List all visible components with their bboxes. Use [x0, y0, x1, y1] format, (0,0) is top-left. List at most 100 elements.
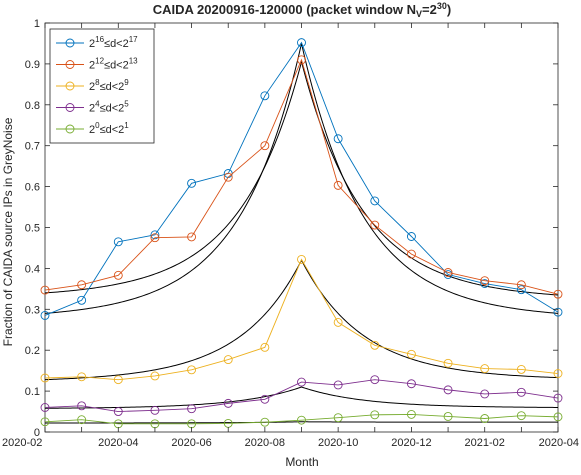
data-point: [187, 232, 197, 242]
legend-sup2: 17: [129, 35, 138, 44]
data-point: [333, 380, 343, 390]
legend-mid: ≤d<2: [100, 103, 125, 115]
fit-curve: [45, 421, 558, 424]
x-tick-label: 2020-12: [391, 437, 431, 449]
chart-title: CAIDA 20200916-120000 (packet window NV=…: [153, 1, 451, 19]
data-point: [406, 232, 416, 241]
legend-sup1: 12: [95, 57, 104, 66]
legend-label: 212≤d<213: [89, 57, 138, 72]
data-point: [187, 404, 197, 414]
legend-marker: [65, 38, 75, 48]
data-point: [480, 364, 490, 374]
data-point: [150, 230, 160, 240]
legend-marker: [65, 81, 75, 91]
x-axis-label: Month: [285, 455, 318, 469]
data-point: [516, 364, 526, 374]
data-series: [40, 38, 563, 429]
title-end: ): [447, 2, 451, 17]
legend-mid: ≤d<2: [100, 124, 125, 136]
data-point: [297, 377, 306, 387]
legend-sup2: 13: [129, 57, 138, 66]
y-tick-label: 1: [34, 18, 40, 30]
legend-base: 2: [89, 81, 95, 93]
series-4: [40, 409, 563, 429]
data-point: [150, 233, 160, 243]
fit-curve: [44, 386, 559, 409]
data-point: [370, 196, 380, 206]
data-point: [516, 411, 526, 421]
series-2: [40, 254, 563, 385]
data-point: [553, 289, 563, 299]
data-point: [223, 172, 233, 182]
y-tick-label: 0.5: [25, 223, 40, 235]
y-tick-label: 0.6: [25, 182, 40, 194]
legend-base: 2: [89, 124, 95, 136]
data-point: [480, 389, 490, 399]
legend-label: 216≤d<217: [89, 35, 138, 50]
title-mid: =2: [422, 2, 437, 17]
data-point: [333, 134, 343, 144]
legend-base: 2: [89, 38, 95, 50]
data-point: [40, 310, 50, 320]
series-1: [40, 55, 563, 299]
data-point: [187, 178, 197, 188]
data-point: [443, 358, 453, 368]
data-point: [113, 375, 123, 385]
data-point: [480, 279, 490, 288]
data-point: [516, 280, 526, 290]
legend-sup1: 16: [95, 35, 104, 44]
series-0: [40, 38, 563, 320]
data-point: [77, 415, 87, 425]
data-point: [260, 394, 270, 404]
legend-mid: ≤d<2: [104, 60, 129, 72]
x-tick-label: 2021-02: [465, 437, 505, 449]
data-point: [443, 385, 453, 395]
data-point: [480, 414, 490, 423]
data-point: [113, 237, 123, 247]
series-line: [44, 379, 559, 413]
title-main: CAIDA 20200916-120000 (packet window N: [153, 2, 416, 17]
data-point: [516, 387, 526, 397]
y-tick-label: 0.2: [25, 345, 40, 357]
fit-curve: [44, 59, 559, 296]
series-line: [44, 413, 559, 425]
data-point: [406, 409, 416, 419]
data-point: [370, 340, 380, 350]
legend-marker: [65, 103, 75, 112]
y-tick-label: 0: [34, 427, 40, 439]
legend-sup1: 8: [95, 78, 100, 87]
data-point: [260, 417, 270, 427]
series-line: [44, 58, 559, 295]
data-point: [333, 317, 343, 327]
data-point: [113, 270, 123, 280]
data-point: [443, 270, 453, 279]
data-point: [297, 254, 306, 264]
data-point: [370, 220, 380, 230]
x-tick-label: 2020-08: [245, 437, 285, 449]
data-point: [406, 249, 416, 259]
data-point: [297, 38, 306, 48]
data-point: [40, 285, 50, 295]
series-3: [40, 375, 563, 416]
x-tick-label: 2020-10: [318, 437, 358, 449]
y-tick-label: 0.9: [25, 59, 40, 71]
legend-label: 20≤d<21: [89, 121, 129, 136]
x-tick-label: 2020-04: [539, 437, 579, 449]
series-line: [44, 41, 559, 316]
legend-mid: ≤d<2: [104, 38, 129, 50]
legend-label: 28≤d<29: [89, 78, 129, 93]
data-point: [406, 379, 416, 389]
y-axis-label: Fraction of CAIDA source IPs in GreyNois…: [1, 117, 15, 346]
data-point: [297, 415, 306, 425]
legend-sup2: 1: [124, 121, 129, 130]
data-point: [77, 372, 87, 382]
data-point: [223, 398, 233, 408]
data-point: [370, 375, 380, 385]
data-point: [553, 412, 563, 422]
data-point: [260, 141, 270, 151]
y-tick-label: 0.7: [25, 141, 40, 153]
legend-sup1: 0: [95, 121, 100, 130]
